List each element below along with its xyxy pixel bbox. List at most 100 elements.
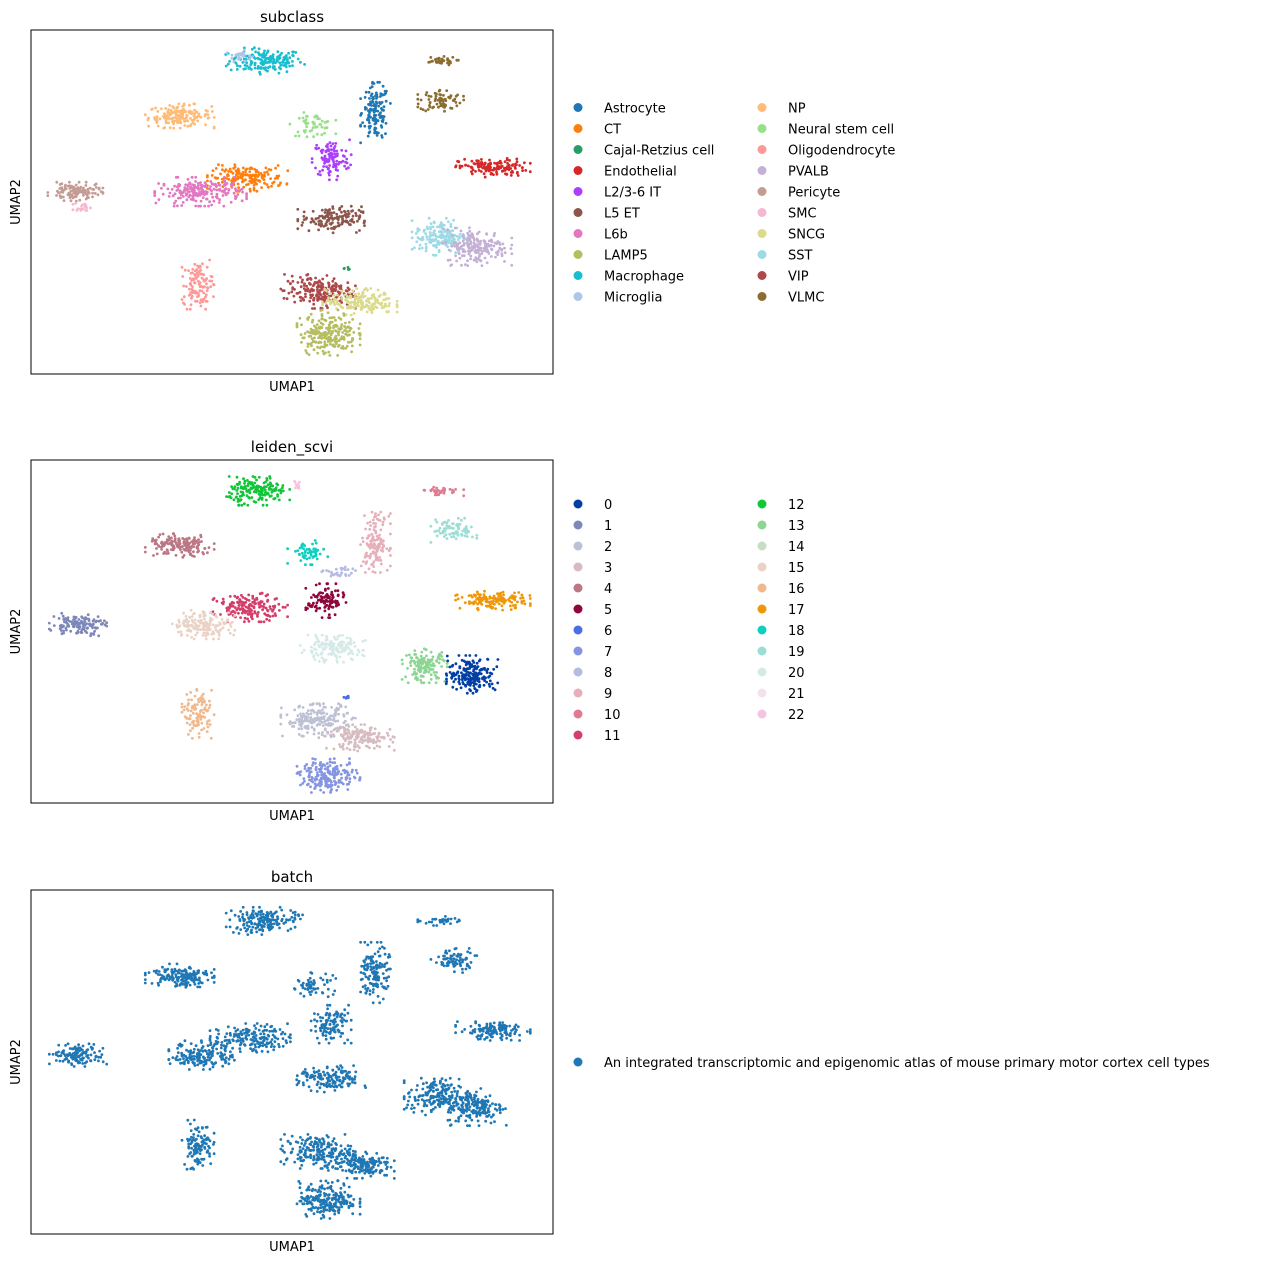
scatter-point: [379, 548, 383, 552]
scatter-point: [185, 285, 188, 288]
scatter-point: [333, 708, 337, 712]
scatter-point: [190, 287, 194, 291]
scatter-point: [195, 271, 199, 275]
scatter-point: [275, 597, 278, 600]
scatter-point: [91, 623, 95, 627]
scatter-point: [99, 619, 102, 622]
scatter-point: [52, 624, 56, 627]
scatter-point: [330, 211, 334, 215]
legend-marker: [757, 292, 767, 301]
scatter-point: [179, 111, 183, 115]
scatter-point: [345, 157, 349, 161]
scatter-point: [471, 247, 474, 251]
scatter-point: [82, 624, 85, 628]
scatter-point: [278, 183, 281, 187]
scatter-point: [498, 246, 502, 250]
scatter-point: [458, 164, 462, 168]
scatter-point: [223, 183, 227, 187]
scatter-point: [189, 714, 192, 718]
scatter-point: [227, 174, 230, 178]
scatter-point: [235, 68, 239, 71]
scatter-point: [311, 289, 314, 293]
scatter-point: [179, 121, 183, 125]
scatter-point: [230, 620, 234, 624]
scatter-point: [300, 280, 304, 284]
scatter-point: [379, 562, 383, 566]
scatter-point: [253, 177, 257, 180]
scatter-point: [359, 114, 362, 117]
scatter-point: [188, 182, 192, 186]
legend-label: SMC: [788, 207, 817, 222]
scatter-point: [232, 166, 236, 170]
scatter-point: [52, 615, 56, 618]
scatter-point: [431, 106, 434, 110]
scatter-point: [517, 591, 521, 594]
scatter-point: [277, 174, 281, 178]
scatter-point: [380, 306, 384, 310]
scatter-point: [500, 604, 504, 608]
scatter-point: [181, 195, 185, 198]
scatter-point: [329, 342, 332, 346]
scatter-point: [356, 749, 360, 753]
scatter-point: [302, 554, 305, 558]
scatter-point: [463, 601, 467, 605]
scatter-point: [346, 306, 349, 310]
scatter-point: [228, 167, 232, 171]
point-cluster: [342, 265, 351, 271]
scatter-point: [338, 223, 341, 227]
scatter-point: [301, 221, 305, 224]
scatter-point: [201, 634, 205, 637]
scatter-point: [238, 495, 242, 498]
point-cluster: [454, 589, 532, 612]
scatter-point: [172, 544, 176, 548]
scatter-point: [293, 721, 297, 725]
scatter-point: [460, 658, 464, 662]
scatter-point: [296, 714, 300, 718]
scatter-point: [303, 332, 307, 335]
scatter-point: [432, 233, 435, 237]
scatter-point: [453, 226, 457, 230]
legend-item-pericyte: Pericyte: [757, 186, 840, 201]
scatter-point: [174, 199, 178, 203]
point-cluster: [211, 591, 289, 624]
scatter-point: [264, 58, 267, 62]
scatter-point: [68, 180, 71, 184]
scatter-point: [320, 313, 324, 316]
scatter-point: [273, 612, 277, 615]
scatter-point: [461, 250, 465, 254]
scatter-point: [58, 187, 62, 190]
scatter-point: [383, 93, 386, 96]
scatter-point: [456, 159, 459, 163]
scatter-point: [91, 619, 95, 623]
scatter-point: [243, 48, 246, 52]
scatter-point: [202, 552, 205, 556]
scatter-point: [315, 723, 319, 727]
scatter-point: [467, 249, 470, 253]
scatter-point: [316, 172, 320, 176]
scatter-point: [288, 64, 292, 68]
scatter-point: [479, 170, 483, 173]
scatter-point: [458, 665, 462, 668]
scatter-point: [363, 220, 366, 224]
scatter-point: [84, 189, 87, 192]
scatter-point: [203, 113, 207, 117]
scatter-point: [351, 567, 355, 571]
scatter-point: [380, 125, 384, 129]
scatter-point: [373, 546, 377, 549]
scatter-point: [462, 494, 466, 498]
scatter-point: [205, 265, 209, 269]
scatter-point: [180, 550, 184, 554]
scatter-point: [222, 621, 225, 624]
scatter-point: [341, 595, 345, 599]
scatter-point: [323, 642, 326, 646]
scatter-point: [448, 258, 452, 262]
scatter-point: [228, 60, 232, 63]
scatter-point: [451, 685, 455, 689]
scatter-point: [420, 681, 423, 685]
scatter-point: [516, 174, 520, 177]
scatter-point: [358, 229, 361, 232]
scatter-point: [303, 63, 306, 66]
scatter-point: [298, 552, 301, 556]
scatter-point: [316, 345, 319, 349]
scatter-point: [353, 296, 357, 299]
